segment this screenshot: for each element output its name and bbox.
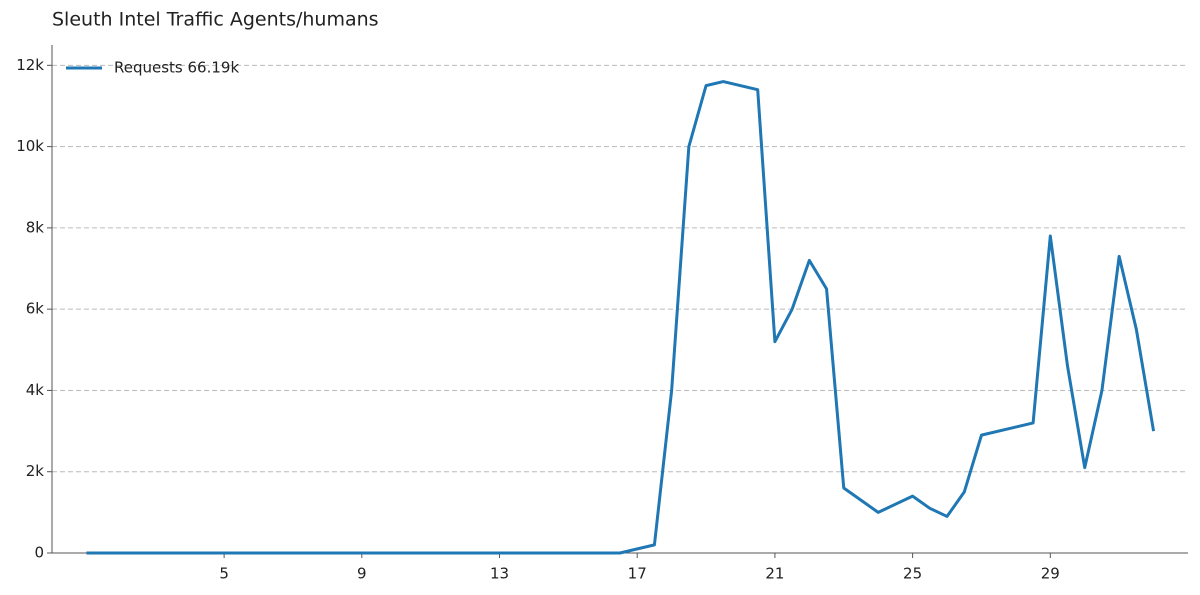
x-tick-label: 13 [490, 565, 509, 583]
x-tick-label: 17 [628, 565, 647, 583]
y-tick-label: 0 [34, 544, 44, 562]
x-tick-label: 5 [219, 565, 229, 583]
y-tick-label: 10k [16, 137, 44, 155]
y-tick-label: 2k [26, 462, 45, 480]
x-tick-label: 25 [903, 565, 922, 583]
y-tick-label: 8k [26, 218, 45, 236]
line [86, 80, 1156, 555]
chart-title: Sleuth Intel Traffic Agents/humans [52, 9, 379, 31]
x-tick-label: 9 [357, 565, 367, 583]
y-tick-label: 12k [16, 56, 44, 74]
y-tick-label: 4k [26, 381, 45, 399]
x-tick-label: 29 [1041, 565, 1060, 583]
legend-label: Requests 66.19k [114, 59, 239, 77]
y-tick-label: 6k [26, 300, 45, 318]
x-tick-label: 21 [765, 565, 784, 583]
